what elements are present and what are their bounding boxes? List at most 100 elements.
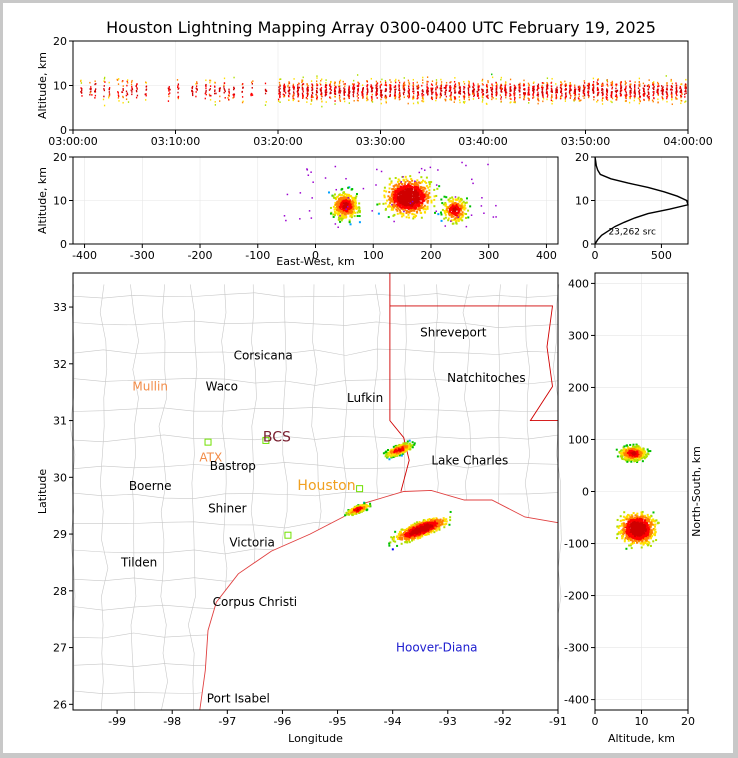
data-point (333, 210, 336, 213)
data-point (399, 212, 402, 215)
data-point (242, 100, 244, 103)
data-point (456, 216, 459, 219)
data-point (450, 99, 452, 101)
data-point (577, 88, 580, 91)
data-point (408, 439, 411, 442)
data-point (301, 97, 304, 99)
data-point (302, 89, 304, 91)
data-point (593, 87, 595, 90)
data-point (626, 94, 628, 96)
data-point (662, 86, 664, 88)
data-point (396, 187, 399, 190)
data-point (514, 88, 516, 91)
data-point (417, 88, 419, 90)
data-point (338, 85, 340, 88)
data-point (350, 195, 353, 198)
data-point (379, 81, 382, 83)
data-point (401, 447, 404, 450)
data-point (352, 201, 355, 204)
data-point (126, 84, 128, 87)
data-point (334, 197, 337, 200)
data-point (533, 81, 535, 84)
data-point (392, 456, 395, 459)
data-point (406, 440, 409, 443)
data-point (389, 95, 391, 97)
data-point (436, 86, 439, 89)
data-point (468, 81, 470, 83)
data-point (440, 92, 442, 95)
data-point (456, 217, 459, 220)
data-point (312, 181, 314, 183)
data-point (457, 216, 460, 219)
data-point (421, 89, 424, 91)
data-point (241, 91, 243, 93)
data-point (465, 213, 468, 216)
data-point (366, 84, 369, 86)
data-point (195, 91, 197, 93)
data-point (389, 541, 392, 544)
data-point (625, 87, 627, 89)
data-point (440, 85, 442, 87)
data-point (464, 207, 467, 210)
data-point (419, 182, 422, 185)
data-point (242, 83, 244, 85)
data-point (349, 223, 352, 226)
data-point (416, 204, 419, 207)
source-count-label: 23,262 src (608, 227, 656, 237)
data-point (398, 443, 401, 446)
data-point (467, 80, 470, 83)
data-point (472, 91, 474, 93)
data-point (334, 223, 337, 225)
data-point (451, 206, 454, 209)
data-point (359, 511, 362, 514)
data-point (680, 96, 682, 99)
data-point (647, 91, 650, 94)
data-point (676, 90, 678, 93)
data-point (122, 89, 124, 92)
data-point (431, 98, 433, 101)
data-point (465, 197, 468, 200)
data-point (315, 91, 318, 94)
data-point (386, 205, 389, 208)
data-point (518, 86, 521, 88)
data-point (454, 97, 457, 100)
data-point (422, 97, 424, 99)
data-point (344, 514, 347, 517)
data-point (356, 85, 359, 87)
data-point (615, 83, 617, 86)
data-point (532, 82, 535, 84)
data-point (390, 88, 392, 91)
data-point (505, 96, 507, 99)
data-point (458, 82, 460, 84)
data-point (409, 184, 412, 187)
data-point (233, 86, 235, 89)
data-point (414, 198, 417, 201)
data-point (223, 86, 225, 88)
data-point (509, 86, 511, 89)
data-point (615, 87, 617, 90)
data-point (413, 92, 415, 95)
data-point (366, 91, 369, 94)
data-point (395, 183, 398, 186)
data-point (250, 92, 253, 95)
data-point (532, 90, 534, 92)
data-point (387, 195, 390, 198)
data-point (337, 211, 340, 214)
data-point (410, 199, 413, 202)
data-point (639, 85, 641, 87)
data-point (625, 82, 627, 84)
data-point (427, 86, 429, 89)
data-point (407, 202, 410, 205)
data-point (546, 81, 548, 84)
data-point (394, 192, 397, 195)
data-point (391, 207, 394, 210)
data-point (349, 509, 352, 512)
data-point (505, 81, 507, 84)
x-tick-label: 400 (536, 249, 557, 262)
data-point (427, 80, 429, 83)
data-point (670, 78, 672, 81)
data-point (424, 187, 427, 190)
data-point (122, 88, 124, 90)
data-point (344, 213, 347, 216)
data-point (330, 89, 332, 91)
